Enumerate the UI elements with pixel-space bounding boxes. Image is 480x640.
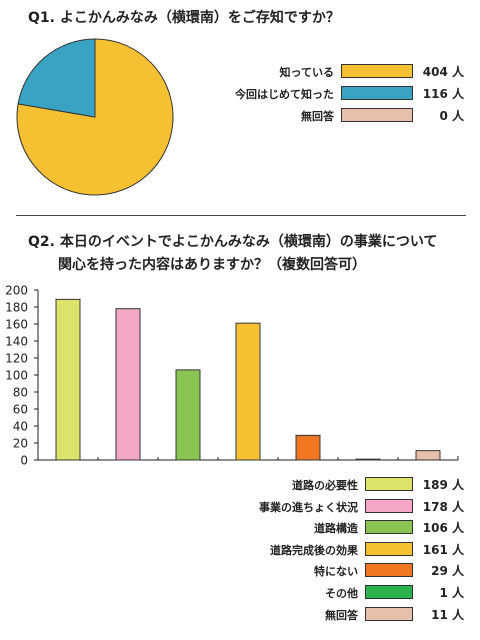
section-divider	[16, 215, 466, 216]
bar-4	[235, 322, 261, 461]
pie-slice-2	[17, 38, 96, 118]
q2-legend-value-1: 189 人	[422, 478, 464, 492]
bar-2	[115, 308, 141, 461]
q1-legend-label-1: 知っている	[279, 66, 334, 79]
y-tick-label-100: 100	[5, 369, 28, 383]
q1-legend-value-2: 116 人	[422, 87, 464, 101]
bar-7	[415, 450, 441, 461]
q1-legend-value-1: 404 人	[422, 65, 464, 79]
q1-legend-label-3: 無回答	[301, 110, 334, 123]
q1-title: Q1. よこかんみなみ（横環南）をご存知ですか？	[28, 10, 340, 26]
q1-legend-swatch-2	[341, 86, 413, 100]
q2-legend-label-1: 道路の必要性	[292, 479, 358, 492]
y-tick-label-140: 140	[5, 335, 28, 349]
q2-legend-label-2: 事業の進ちょく状況	[259, 501, 358, 514]
bar-6	[355, 458, 381, 461]
q2-legend-swatch-3	[365, 520, 413, 534]
q2-legend-label-3: 道路構造	[314, 522, 358, 535]
y-tick-label-0: 0	[20, 454, 28, 468]
q2-legend-value-5: 29 人	[431, 564, 464, 578]
q1-legend-label-2: 今回はじめて知った	[235, 88, 334, 101]
q2-legend-swatch-5	[365, 563, 413, 577]
q1-legend-swatch-1	[341, 64, 413, 78]
bar-1	[55, 298, 81, 461]
q2-legend-value-7: 11 人	[431, 608, 464, 622]
y-tick-label-60: 60	[13, 403, 28, 417]
q1-legend-swatch-3	[341, 108, 413, 122]
q2-legend-swatch-6	[365, 585, 413, 599]
q2-legend-swatch-1	[365, 477, 413, 491]
y-tick-label-120: 120	[5, 352, 28, 366]
q2-legend-label-5: 特にない	[314, 565, 358, 578]
q2-legend-label-4: 道路完成後の効果	[270, 544, 358, 557]
q2-legend-swatch-2	[365, 499, 413, 513]
q2-legend-label-7: 無回答	[325, 609, 358, 622]
bar-3	[175, 369, 201, 461]
q2-legend-label-6: その他	[325, 587, 358, 600]
q2-legend-value-6: 1 人	[439, 586, 464, 600]
y-tick-label-80: 80	[13, 386, 28, 400]
q2-legend-value-3: 106 人	[422, 521, 464, 535]
q2-title: Q2. 本日のイベントでよこかんみなみ（横環南）の事業について	[28, 234, 438, 250]
y-tick-label-200: 200	[5, 284, 28, 298]
q1-legend-value-3: 0 人	[439, 109, 464, 123]
y-tick-label-20: 20	[13, 437, 28, 451]
y-tick-label-160: 160	[5, 318, 28, 332]
y-tick-label-40: 40	[13, 420, 28, 434]
q2-subtitle: 関心を持った内容はありますか？（複数回答可）	[58, 257, 366, 273]
q2-legend-value-4: 161 人	[422, 543, 464, 557]
y-tick-label-180: 180	[5, 301, 28, 315]
q2-legend-swatch-4	[365, 542, 413, 556]
q2-legend-swatch-7	[365, 607, 413, 621]
pie-slice-1	[16, 38, 174, 196]
q2-legend-value-2: 178 人	[422, 500, 464, 514]
bar-5	[295, 434, 321, 461]
